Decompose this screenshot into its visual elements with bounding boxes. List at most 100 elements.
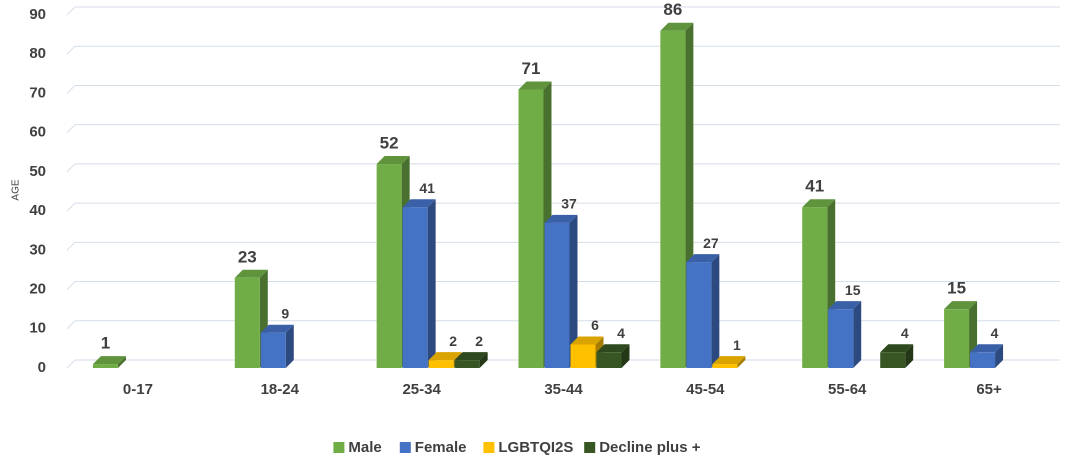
y-tick-label: 90	[29, 6, 46, 23]
data-label: 1	[101, 334, 110, 353]
bar-top	[428, 352, 462, 361]
grid-line	[66, 281, 76, 290]
bar	[712, 356, 746, 368]
bar-top	[686, 254, 720, 263]
legend-swatch	[399, 442, 411, 453]
grid-line	[66, 124, 76, 134]
legend-label: Male	[348, 439, 381, 456]
bar-top	[712, 356, 746, 365]
x-tick-label: 18-24	[261, 381, 300, 398]
bar-front	[596, 352, 622, 368]
data-label: 23	[238, 247, 257, 266]
bar-top	[376, 156, 410, 165]
bar-top	[260, 324, 294, 333]
bar-front	[428, 360, 454, 368]
grid-line	[66, 359, 76, 369]
data-label: 4	[991, 325, 999, 341]
bar	[454, 352, 488, 368]
bar-side	[117, 356, 126, 368]
bar-side	[711, 254, 720, 368]
data-label: 2	[449, 333, 457, 349]
bar-front	[828, 309, 854, 368]
x-tick-label: 25-34	[402, 381, 441, 398]
legend-swatch	[584, 442, 596, 453]
bar-top	[970, 344, 1004, 353]
bar	[92, 356, 126, 368]
bar-side	[621, 344, 630, 368]
y-axis-title: AGE	[11, 179, 22, 200]
bar-top	[402, 199, 436, 208]
bar-front	[712, 364, 738, 368]
bar-side	[853, 301, 862, 368]
data-label: 86	[663, 0, 682, 19]
data-label: 41	[805, 177, 824, 196]
bar-side	[995, 344, 1004, 368]
bar-front	[518, 89, 544, 369]
legend: Male Female LGBTQI2S Decline plus +	[333, 439, 701, 456]
bar-top	[570, 336, 604, 345]
bar-top	[596, 344, 630, 353]
data-label: 2	[475, 333, 483, 349]
legend-label: Decline plus +	[599, 439, 701, 456]
bar-front	[944, 309, 970, 368]
y-tick-label: 0	[38, 359, 46, 376]
bar-front	[970, 352, 996, 368]
y-tick-label: 50	[29, 163, 46, 180]
data-label: 4	[901, 325, 909, 341]
bar-side	[285, 324, 294, 368]
bar-front	[402, 207, 428, 368]
legend-label: Female	[415, 439, 467, 456]
x-tick-label: 65+	[976, 381, 1002, 398]
data-label: 27	[703, 235, 719, 251]
bar-front	[92, 364, 118, 368]
bar-front	[544, 222, 570, 368]
bar-side	[427, 199, 436, 368]
y-tick-label: 60	[29, 124, 46, 141]
legend-swatch	[333, 442, 345, 453]
data-label: 9	[281, 305, 289, 321]
bar-top	[828, 301, 862, 310]
bar	[944, 301, 978, 368]
bar-top	[802, 199, 836, 208]
data-label: 15	[845, 282, 861, 298]
data-label: 4	[617, 325, 625, 341]
bar-front	[570, 344, 596, 368]
bar	[544, 214, 578, 368]
bar-top	[544, 214, 578, 223]
bar-top	[92, 356, 126, 365]
x-tick-label: 35-44	[544, 381, 583, 398]
bar	[596, 344, 630, 368]
y-tick-label: 30	[29, 241, 46, 258]
bar-top	[518, 81, 552, 90]
bar	[686, 254, 720, 368]
bar	[802, 199, 836, 368]
data-label: 15	[947, 279, 966, 298]
y-tick-label: 40	[29, 202, 46, 219]
legend-swatch	[483, 442, 495, 453]
bar-front	[802, 207, 828, 368]
y-tick-label: 20	[29, 281, 46, 298]
bar-side	[737, 356, 746, 368]
y-tick-label: 10	[29, 320, 46, 337]
bar-front	[660, 30, 686, 368]
y-tick-label: 70	[29, 84, 46, 101]
legend-label: LGBTQI2S	[498, 439, 573, 456]
data-label: 1	[733, 337, 741, 353]
bar-side	[479, 352, 488, 368]
grid-line	[66, 85, 76, 94]
bar-top	[454, 352, 488, 361]
bar	[260, 324, 294, 368]
grid-line	[66, 320, 76, 330]
grid-line	[66, 202, 76, 212]
bar	[828, 301, 862, 368]
x-tick-label: 45-54	[686, 381, 725, 398]
grid-line	[66, 241, 76, 251]
bar	[402, 199, 436, 368]
bar-top	[944, 301, 978, 310]
grid-line	[66, 45, 76, 55]
bar-front	[376, 164, 402, 368]
bar	[970, 344, 1004, 368]
data-label: 37	[561, 196, 577, 212]
bar	[880, 344, 914, 368]
